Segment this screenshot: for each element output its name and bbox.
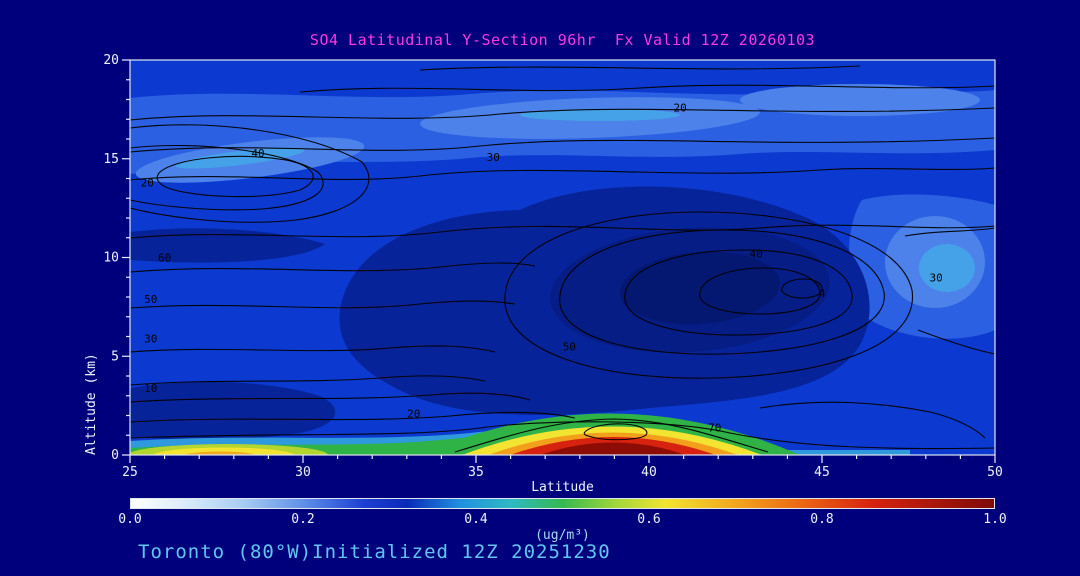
field-cyan-streak [520, 109, 680, 121]
y-tick-label: 15 [103, 152, 119, 167]
contour-label: 20 [407, 408, 420, 421]
colorbar-unit: (ug/m³) [535, 528, 590, 543]
overlay-contours [130, 65, 995, 453]
plume-left-orange [182, 451, 258, 455]
y-tick-label: 5 [111, 349, 119, 364]
x-tick-label: 50 [987, 465, 1003, 480]
colorbar-tick-label: 0.6 [637, 512, 661, 527]
colorbar-gradient [131, 499, 994, 508]
ridge-darkred [540, 442, 686, 455]
colorbar-tick-label: 0.0 [118, 512, 142, 527]
contour-label: 40 [251, 147, 264, 160]
contour-label: 20 [141, 176, 154, 189]
contour-label: 4 [819, 287, 826, 300]
colorbar-tick-label: 0.8 [810, 512, 834, 527]
contour-label: 30 [144, 332, 157, 345]
plume-left-yellow [152, 447, 296, 455]
generated-annotations: 25 30 35 40 45 50 0 5 10 15 20 20 30 40 20 60 50 30 10 40 4 3… [103, 53, 1002, 480]
contour-label: 50 [563, 340, 576, 353]
contour-label: 30 [487, 151, 500, 164]
plot-title: SO4 Latitudinal Y-Section 96hr Fx Valid … [309, 31, 816, 49]
x-tick-label: 25 [122, 465, 138, 480]
init-info: Toronto (80°W)Initialized 12Z 20251230 [138, 541, 611, 563]
y-tick-label: 20 [103, 53, 119, 68]
field-right-cyan [919, 244, 975, 292]
contour-label: 50 [144, 293, 157, 306]
x-tick-label: 30 [295, 465, 311, 480]
field-dark-leftband [130, 228, 325, 263]
contour-label: 70 [708, 421, 721, 434]
colorbar-tick-label: 1.0 [983, 512, 1007, 527]
x-tick-label: 45 [814, 465, 830, 480]
colorbar-ticks: 0.0 0.2 0.4 0.6 0.8 1.0 [118, 512, 1006, 528]
x-tick-label: 35 [468, 465, 484, 480]
colorbar-tick-label: 0.2 [291, 512, 315, 527]
y-tick-label: 0 [111, 448, 119, 463]
filled-contour-field [130, 60, 995, 455]
field-lighter-streak [740, 84, 980, 116]
x-axis-label: Latitude [531, 480, 594, 495]
contour-label: 40 [750, 248, 763, 261]
y-tick-label: 10 [103, 251, 119, 266]
contour-label: 20 [674, 101, 687, 114]
contour-label: 30 [930, 271, 943, 284]
x-tick-label: 40 [641, 465, 657, 480]
contour-label: 60 [158, 252, 171, 265]
field-cyan-streak [175, 147, 305, 169]
field-dark-lowleft [130, 381, 336, 440]
plume-cyan-sliver [760, 450, 910, 455]
colorbar [130, 498, 995, 509]
contour-label: 10 [144, 382, 157, 395]
colorbar-tick-label: 0.4 [464, 512, 488, 527]
